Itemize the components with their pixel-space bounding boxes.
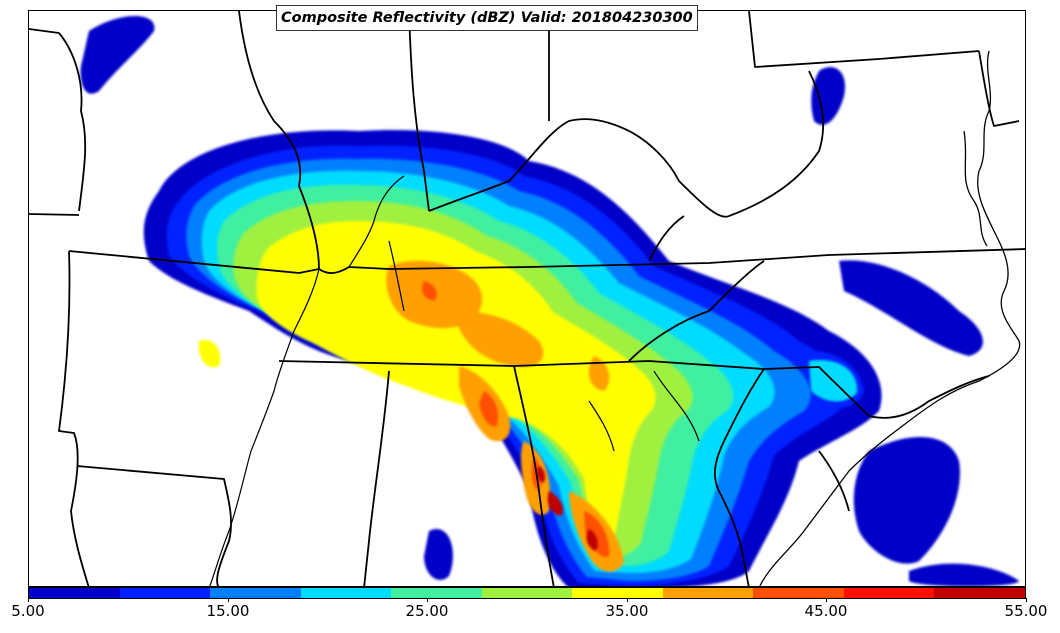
colorbar-tick-label: 35.00	[605, 602, 649, 620]
colorbar-tick	[427, 598, 428, 602]
colorbar	[28, 587, 1026, 599]
colorbar-segment	[481, 588, 573, 598]
map-title: Composite Reflectivity (dBZ) Valid: 2018…	[276, 5, 698, 31]
radar-map-canvas	[29, 11, 1025, 586]
colorbar-tick	[1026, 598, 1027, 602]
colorbar-tick-label: 55.00	[1004, 602, 1048, 620]
colorbar-segment	[119, 588, 211, 598]
colorbar-tick-label: 5.00	[11, 602, 45, 620]
radar-map	[28, 10, 1026, 587]
colorbar-tick	[627, 598, 628, 602]
colorbar-segment	[662, 588, 754, 598]
colorbar-tick	[228, 598, 229, 602]
colorbar-tick-label: 15.00	[206, 602, 250, 620]
colorbar-segment	[391, 588, 482, 598]
colorbar-segment	[572, 588, 663, 598]
colorbar-segment	[934, 588, 1026, 598]
colorbar-segment	[210, 588, 301, 598]
rivers	[209, 175, 700, 586]
colorbar-segment	[843, 588, 935, 598]
colorbar-segment	[753, 588, 844, 598]
colorbar-tick-label: 25.00	[405, 602, 449, 620]
reflectivity-layer-50-dbz	[536, 466, 598, 551]
reflectivity-layer-35-dbz	[198, 221, 656, 549]
colorbar-segment	[300, 588, 392, 598]
colorbar-segment	[29, 588, 120, 598]
coastline	[759, 50, 1021, 586]
colorbar-tick-label: 45.00	[804, 602, 848, 620]
colorbar-tick	[826, 598, 827, 602]
colorbar-tick	[28, 598, 29, 602]
